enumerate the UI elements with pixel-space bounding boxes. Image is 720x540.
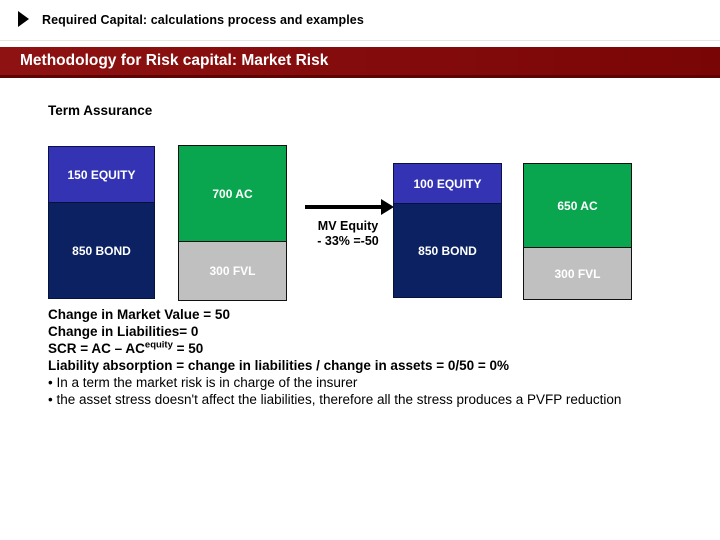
pre-stress-fvl-segment: 300 FVL <box>178 241 287 301</box>
post-stress-equity-label: 100 EQUITY <box>413 176 482 191</box>
pre-stress-ac-segment: 700 AC <box>178 145 287 242</box>
pre-stress-equity-segment: 150 EQUITY <box>48 146 155 203</box>
post-stress-fvl-segment: 300 FVL <box>523 247 632 300</box>
header-divider <box>0 40 720 41</box>
post-stress-bond-label: 850 BOND <box>418 243 477 258</box>
slide-title-banner: Methodology for Risk capital: Market Ris… <box>0 47 720 78</box>
shock-arrow-head-icon <box>381 199 394 215</box>
note-bullet-1: • In a term the market risk is in charge… <box>48 375 358 390</box>
pre-stress-ac-label: 700 AC <box>212 186 253 201</box>
notes-block: Change in Market Value = 50 Change in Li… <box>48 306 656 408</box>
post-stress-ac-segment: 650 AC <box>523 163 632 248</box>
post-stress-ac-label: 650 AC <box>557 198 598 213</box>
note-bullet-2: • the asset stress doesn't affect the li… <box>48 392 622 407</box>
shock-label: MV Equity - 33% =-50 <box>298 219 398 249</box>
diagram-subtitle: Term Assurance <box>48 103 153 118</box>
note-liability-absorption: Liability absorption = change in liabili… <box>48 358 510 373</box>
shock-label-line2: - 33% =-50 <box>317 234 379 248</box>
post-stress-equity-segment: 100 EQUITY <box>393 163 502 204</box>
header-arrow-icon <box>18 11 29 27</box>
shock-label-line1: MV Equity <box>317 219 379 233</box>
pre-stress-bond-label: 850 BOND <box>72 243 131 258</box>
shock-arrow-icon <box>305 205 383 209</box>
note-change-market-value: Change in Market Value = 50 <box>48 307 230 322</box>
pre-stress-bond-segment: 850 BOND <box>48 202 155 299</box>
header-title: Required Capital: calculations process a… <box>42 13 364 27</box>
post-stress-bond-segment: 850 BOND <box>393 203 502 298</box>
scr-prefix: SCR = AC – AC <box>48 341 145 356</box>
pre-stress-equity-label: 150 EQUITY <box>67 167 136 182</box>
note-change-liabilities: Change in Liabilities= 0 <box>48 324 199 339</box>
scr-superscript: equity <box>144 339 173 351</box>
scr-suffix: = 50 <box>172 341 204 356</box>
post-stress-fvl-label: 300 FVL <box>554 266 601 281</box>
note-scr-formula: SCR = AC – ACequity = 50 <box>48 340 656 357</box>
pre-stress-fvl-label: 300 FVL <box>209 264 256 278</box>
